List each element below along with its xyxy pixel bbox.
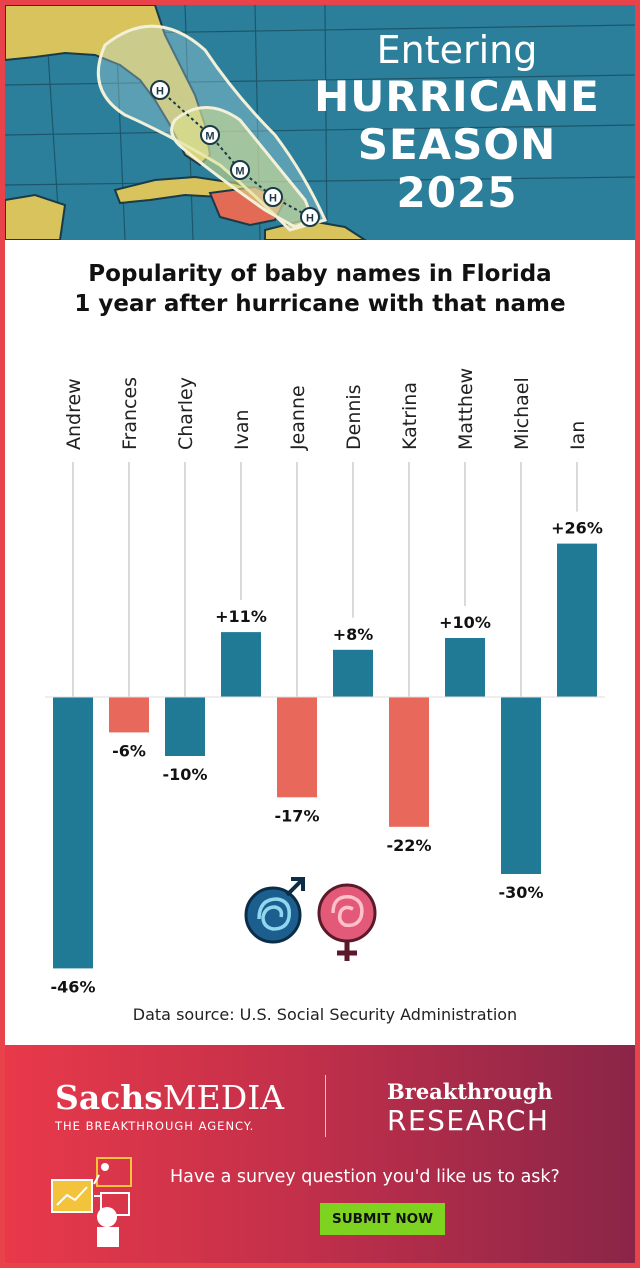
svg-text:H: H [306, 213, 314, 225]
value-label: +26% [551, 519, 603, 538]
bar-michael [501, 697, 541, 874]
hero-title-line2: HURRICANE [314, 72, 600, 121]
bar-ian [557, 543, 597, 697]
brand2-line1: Breakthrough [387, 1079, 553, 1104]
svg-text:H: H [156, 86, 164, 98]
hero-title-line3: SEASON [357, 120, 557, 169]
value-label: +10% [439, 613, 491, 632]
brand1-rest-text: MEDIA [162, 1078, 285, 1117]
brand2-line2: RESEARCH [387, 1104, 550, 1137]
footer-divider [325, 1075, 326, 1137]
value-label: -46% [51, 977, 96, 996]
chart-title-line1: Popularity of baby names in Florida [88, 261, 552, 287]
bar-chart: Andrew Frances Charley Ivan Jeanne Dennis Katr… [45, 368, 605, 996]
category-label: Katrina [399, 382, 421, 450]
value-label: +8% [333, 625, 374, 644]
hero-title: Entering HURRICANE SEASON 2025 [297, 27, 617, 217]
chart-title: Popularity of baby names in Florida 1 ye… [5, 259, 635, 319]
bar-katrina [389, 697, 429, 827]
storm-marker-icon: H [300, 207, 320, 227]
bar-frances [109, 697, 149, 733]
bar-charley [165, 697, 205, 756]
storm-marker-icon: M [230, 160, 250, 180]
bar-jeanne [277, 697, 317, 798]
sachs-media-logo[interactable]: SachsMEDIA THE BREAKTHROUGH AGENCY. [55, 1078, 285, 1134]
category-label: Charley [175, 377, 197, 450]
value-label: -30% [499, 883, 544, 902]
submit-now-button[interactable]: SUBMIT NOW [320, 1203, 445, 1235]
chart-title-line2: 1 year after hurricane with that name [74, 291, 566, 317]
footer-banner: SachsMEDIA THE BREAKTHROUGH AGENCY. Brea… [5, 1045, 635, 1263]
storm-marker-icon: H [150, 80, 170, 100]
breakthrough-research-logo[interactable]: Breakthrough RESEARCH [387, 1079, 553, 1137]
bar-ivan [221, 632, 261, 697]
svg-text:M: M [235, 166, 244, 178]
storm-marker-icon: M [200, 125, 220, 145]
female-symbol-icon [317, 883, 377, 961]
svg-text:M: M [205, 131, 214, 143]
survey-question-text: Have a survey question you'd like us to … [170, 1167, 560, 1187]
storm-marker-icon: H [263, 187, 283, 207]
data-source-note: Data source: U.S. Social Security Admini… [132, 1005, 518, 1024]
hero-title-line4: 2025 [396, 168, 518, 217]
svg-text:H: H [269, 193, 277, 205]
category-label: Ivan [231, 409, 253, 450]
male-symbol-icon [244, 877, 305, 944]
value-label: -17% [275, 806, 320, 825]
category-label: Michael [511, 377, 533, 450]
value-label: -22% [387, 836, 432, 855]
bar-dennis [333, 649, 373, 697]
category-label: Matthew [455, 368, 477, 450]
brand1-tagline: THE BREAKTHROUGH AGENCY. [55, 1119, 255, 1133]
value-label: -10% [163, 765, 208, 784]
category-label: Jeanne [287, 385, 309, 451]
survey-illustration-icon [51, 1157, 132, 1247]
map-illustration: H M M H H [5, 5, 635, 240]
hero-title-line1: Entering [376, 28, 538, 72]
value-label: +11% [215, 607, 267, 626]
bar-andrew [53, 697, 93, 969]
category-label: Ian [567, 421, 589, 450]
hurricane-map-header: H M M H H Entering HURRICANE SEASON [5, 5, 635, 240]
category-label: Dennis [343, 384, 365, 450]
category-label: Frances [119, 377, 141, 450]
brand1-bold-text: Sachs [55, 1078, 163, 1117]
bar-matthew [445, 638, 485, 697]
value-label: -6% [112, 741, 146, 760]
category-label: Andrew [63, 378, 85, 450]
